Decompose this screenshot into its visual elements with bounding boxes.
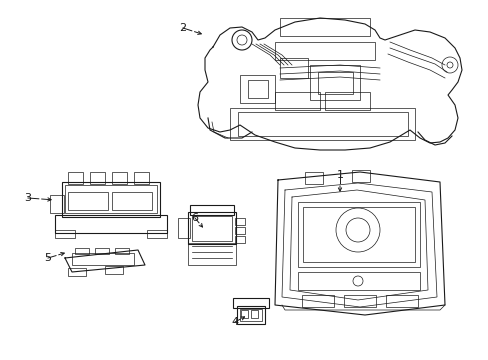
Bar — [343, 295, 375, 307]
Bar — [62, 182, 160, 217]
Bar — [50, 195, 64, 213]
Bar — [178, 218, 190, 238]
Bar — [95, 248, 109, 254]
Bar — [325, 92, 369, 110]
Text: 2: 2 — [179, 23, 186, 33]
Bar — [90, 172, 105, 184]
Bar — [72, 253, 134, 265]
Text: 5: 5 — [44, 253, 51, 263]
Bar — [55, 215, 167, 233]
Bar — [238, 112, 407, 136]
Bar — [241, 310, 247, 318]
Bar — [305, 172, 323, 184]
Text: 4: 4 — [231, 317, 238, 327]
Bar — [274, 92, 319, 110]
Bar — [68, 172, 83, 184]
Text: 3: 3 — [24, 193, 31, 203]
Bar — [68, 268, 86, 276]
Bar — [237, 306, 264, 324]
Bar — [297, 202, 419, 267]
Bar — [274, 42, 374, 60]
Bar — [351, 170, 369, 182]
Bar — [65, 185, 157, 213]
Bar — [112, 192, 152, 210]
Bar — [75, 248, 89, 254]
Bar — [302, 295, 333, 307]
Bar — [134, 172, 149, 184]
Text: 6: 6 — [191, 213, 198, 223]
Bar — [68, 192, 108, 210]
Bar — [235, 227, 244, 234]
Bar — [235, 218, 244, 225]
Bar — [250, 310, 258, 318]
Bar — [55, 230, 75, 238]
Bar — [187, 212, 236, 244]
Bar — [297, 272, 419, 290]
Text: 1: 1 — [336, 170, 343, 180]
Bar — [105, 266, 123, 274]
Bar — [112, 172, 127, 184]
Bar — [232, 298, 268, 308]
Bar — [190, 205, 234, 215]
Bar — [235, 236, 244, 243]
Bar — [240, 309, 262, 321]
Bar — [187, 243, 236, 265]
Bar — [147, 230, 167, 238]
Bar — [115, 248, 129, 254]
Bar — [280, 58, 307, 78]
Bar — [385, 295, 417, 307]
Bar — [280, 18, 369, 36]
Bar — [309, 65, 359, 100]
Bar — [317, 72, 352, 94]
Bar — [229, 108, 414, 140]
Bar — [303, 207, 414, 262]
Bar — [192, 216, 231, 241]
Bar — [247, 80, 267, 98]
Bar — [240, 75, 274, 103]
